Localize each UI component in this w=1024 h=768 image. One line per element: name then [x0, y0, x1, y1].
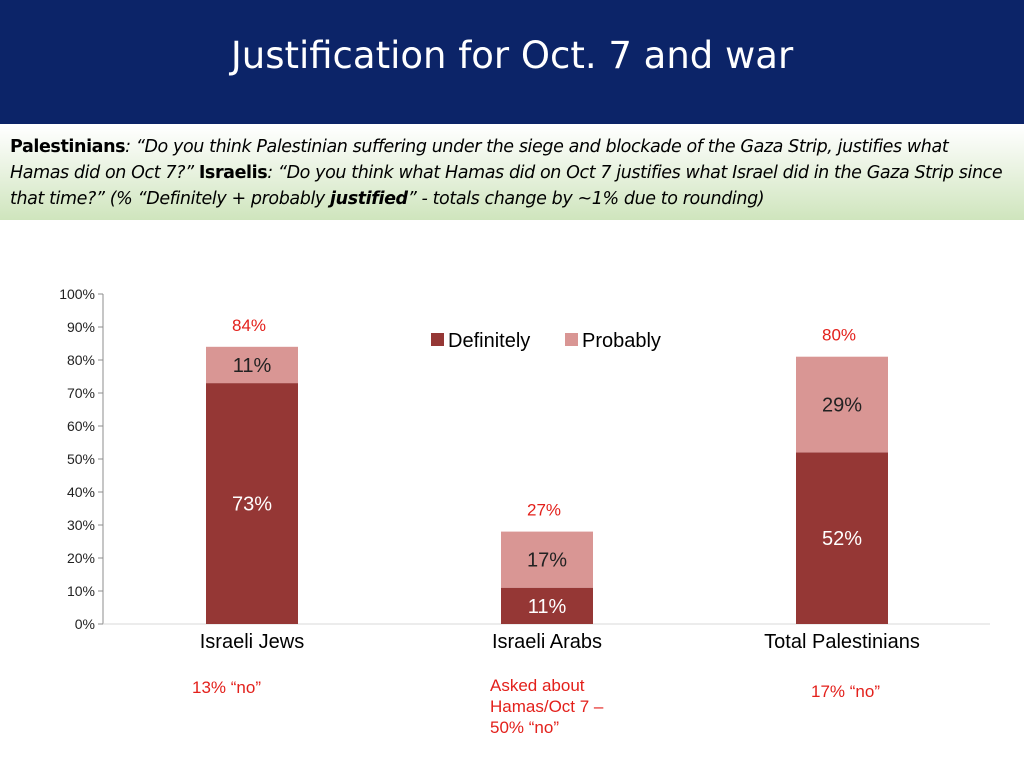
y-tick-label: 50%: [67, 451, 95, 467]
bar-value-label: 11%: [233, 355, 272, 377]
bar-definitely: [206, 383, 298, 624]
bar-probably: [796, 356, 888, 453]
y-tick-label: 70%: [67, 385, 95, 401]
bar-value-label: 73%: [232, 494, 272, 516]
title-bar: Justification for Oct. 7 and war: [0, 0, 1024, 124]
note-arabs-line2: Hamas/Oct 7 –: [490, 697, 604, 716]
total-label: 84%: [232, 316, 266, 335]
bar-definitely: [796, 452, 888, 624]
bar-value-label: 17%: [527, 550, 567, 572]
legend-label-probably: Probably: [582, 330, 661, 352]
note-arabs-line1: Asked about: [490, 676, 585, 695]
total-label: 80%: [822, 326, 856, 345]
palestinian-question: : “Do you think Palestinian suffering un…: [10, 137, 949, 183]
question-band: [0, 126, 1024, 220]
y-tick-label: 90%: [67, 319, 95, 335]
y-tick-label: 10%: [67, 583, 95, 599]
note-palestinians: 17% “no”: [811, 682, 880, 701]
y-tick-label: 40%: [67, 484, 95, 500]
y-tick-label: 20%: [67, 550, 95, 566]
note-arabs-line3: 50% “no”: [490, 718, 559, 737]
bar-definitely: [501, 587, 593, 624]
slide-title: Justification for Oct. 7 and war: [230, 34, 794, 77]
y-tick-label: 0%: [75, 616, 95, 632]
rounding-note: ” - totals change by ~1% due to rounding…: [407, 189, 765, 209]
total-label: 27%: [527, 501, 561, 520]
bar-value-label: 11%: [528, 596, 567, 618]
note-jews: 13% “no”: [192, 678, 261, 697]
y-tick-label: 30%: [67, 517, 95, 533]
bar-probably: [501, 531, 593, 588]
israeli-question: : “Do you think what Hamas did on Oct 7 …: [10, 163, 1003, 209]
justified-emphasis: justified: [330, 189, 408, 209]
x-category-label: Israeli Arabs: [492, 631, 602, 653]
question-text: Palestinians: “Do you think Palestinian …: [10, 134, 1010, 212]
bar-value-label: 52%: [822, 528, 862, 550]
group-israelis-label: Israelis: [198, 163, 268, 183]
legend-swatch-definitely: [431, 333, 444, 346]
legend-swatch-probably: [565, 333, 578, 346]
note-arabs: Asked about Hamas/Oct 7 – 50% “no”: [490, 675, 603, 738]
legend-label-definitely: Definitely: [448, 330, 530, 352]
bar-value-label: 29%: [822, 395, 862, 417]
y-tick-label: 100%: [59, 286, 95, 302]
x-category-label: Total Palestinians: [764, 631, 920, 653]
y-tick-label: 60%: [67, 418, 95, 434]
group-palestinians-label: Palestinians: [10, 137, 126, 157]
x-category-label: Israeli Jews: [200, 631, 304, 653]
bar-probably: [206, 346, 298, 384]
y-tick-label: 80%: [67, 352, 95, 368]
